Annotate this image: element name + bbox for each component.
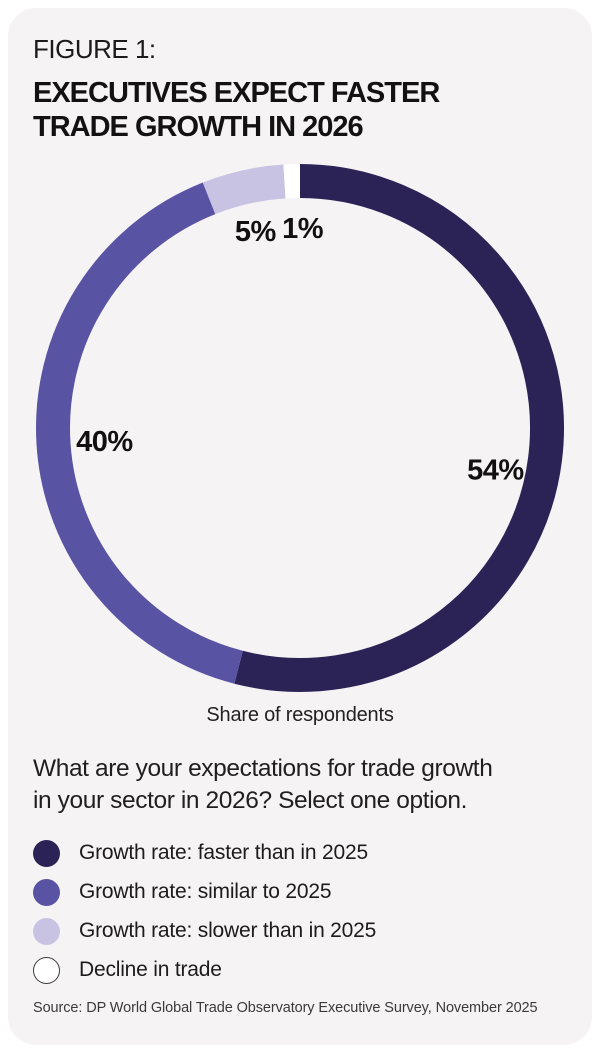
figure-label: FIGURE 1: (33, 34, 156, 64)
survey-question-line2: in your sector in 2026? Select one optio… (33, 786, 468, 814)
chart-legend: Growth rate: faster than in 2025 Growth … (33, 839, 567, 984)
legend-label-decline: Decline in trade (79, 958, 222, 982)
legend-item-slower: Growth rate: slower than in 2025 (33, 917, 567, 945)
figure-card: FIGURE 1: EXECUTIVES EXPECT FASTER TRADE… (8, 8, 592, 1045)
donut-segment-label-0: 54% (467, 455, 524, 487)
legend-label-similar: Growth rate: similar to 2025 (79, 880, 332, 904)
legend-item-decline: Decline in trade (33, 956, 567, 984)
donut-chart-area: 54% 40% 5% 1% (8, 156, 592, 700)
donut-segment-label-1: 40% (76, 426, 133, 458)
legend-item-similar: Growth rate: similar to 2025 (33, 878, 567, 906)
legend-swatch-faster (33, 839, 60, 867)
legend-swatch-similar (33, 878, 60, 906)
figure-title: EXECUTIVES EXPECT FASTER TRADE GROWTH IN… (33, 77, 567, 144)
chart-caption: Share of respondents (206, 704, 394, 727)
legend-swatch-slower (33, 917, 60, 945)
donut-segment-label-3: 1% (282, 213, 324, 245)
donut-chart: 54% 40% 5% 1% (36, 164, 564, 693)
legend-label-faster: Growth rate: faster than in 2025 (79, 841, 368, 865)
donut-segment-1 (36, 182, 243, 684)
figure-title-line2: TRADE GROWTH IN 2026 (33, 110, 364, 143)
legend-label-slower: Growth rate: slower than in 2025 (79, 919, 377, 943)
donut-segment-2 (202, 164, 286, 215)
figure-title-line1: EXECUTIVES EXPECT FASTER (33, 77, 440, 109)
legend-swatch-decline (33, 956, 60, 984)
donut-segment-0 (234, 164, 564, 693)
survey-question-line1: What are your expectations for trade gro… (33, 755, 493, 783)
donut-segment-label-2: 5% (235, 216, 277, 248)
source-note: Source: DP World Global Trade Observator… (33, 999, 538, 1016)
survey-question: What are your expectations for trade gro… (33, 753, 567, 816)
legend-item-faster: Growth rate: faster than in 2025 (33, 839, 567, 867)
